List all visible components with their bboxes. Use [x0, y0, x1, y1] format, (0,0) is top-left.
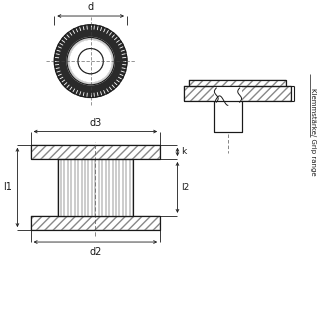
Bar	[188, 80, 286, 86]
Text: k: k	[181, 148, 187, 156]
Bar	[184, 86, 291, 100]
Circle shape	[78, 49, 103, 74]
Bar	[188, 80, 286, 86]
Text: l2: l2	[181, 183, 189, 192]
Bar	[31, 145, 160, 159]
Bar	[188, 80, 286, 86]
Bar	[184, 86, 291, 100]
Bar	[184, 86, 291, 100]
Bar	[214, 86, 242, 100]
Bar	[214, 100, 242, 132]
Circle shape	[67, 37, 114, 85]
Bar	[58, 159, 133, 216]
Text: d2: d2	[89, 247, 101, 257]
Text: d: d	[88, 2, 94, 12]
Text: Klemmstärke/ Grip range: Klemmstärke/ Grip range	[310, 88, 316, 176]
Bar	[31, 145, 160, 159]
Bar	[58, 159, 133, 216]
Circle shape	[54, 25, 127, 98]
Bar	[214, 100, 242, 132]
Bar	[31, 216, 160, 230]
Bar	[31, 145, 160, 159]
Bar	[31, 216, 160, 230]
Bar	[31, 216, 160, 230]
Text: l1: l1	[4, 182, 12, 192]
Text: d3: d3	[89, 118, 101, 128]
Circle shape	[70, 41, 111, 82]
